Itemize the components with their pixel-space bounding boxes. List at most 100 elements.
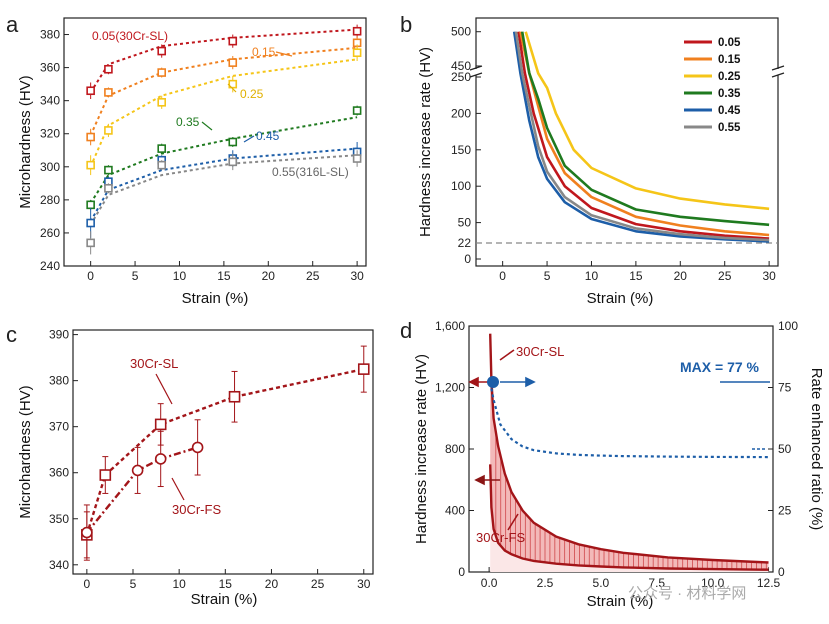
panel-a-ytick-label: 380: [40, 28, 60, 42]
panel-c-point: [154, 418, 167, 431]
panel-a-fit-line: [89, 154, 358, 226]
panel-a-fit-line: [89, 116, 358, 204]
panel-c-ytick-label: 340: [49, 558, 69, 572]
panel-b-curve: [517, 31, 770, 240]
panel-c-point: [81, 526, 93, 539]
panel-a-xtick-label: 25: [306, 269, 320, 283]
panel-b-xtick-label: 25: [718, 269, 732, 283]
panel-a-points: [86, 24, 362, 255]
panel-d-label-fs: 30Cr-FS: [476, 530, 525, 545]
panel-c-xlabel: Strain (%): [191, 591, 258, 608]
panel-b-ytick-label: 250: [451, 70, 471, 84]
panel-a-frame: [63, 17, 367, 267]
panel-b-curve: [512, 31, 770, 243]
panel-c-xtick-label: 30: [357, 577, 371, 591]
panel-d-ratio-curve: [489, 382, 769, 459]
panel-a-point: [86, 200, 95, 210]
panel-a-ylabel: Microhardness (HV): [17, 75, 34, 208]
panel-a-point: [104, 126, 113, 135]
panel-d-xtick-label: 5.0: [593, 576, 610, 590]
panel-c-fit-curves: [85, 367, 365, 536]
panel-d-y2tick-label: 25: [778, 504, 792, 518]
panel-b-curve: [520, 31, 770, 227]
panel-d-y2tick-label: 100: [778, 319, 798, 333]
panel-d-ytick-label: 0: [458, 565, 465, 579]
panel-c-point: [131, 464, 144, 477]
panel-c-xtick-label: 0: [84, 577, 91, 591]
panel-d-ylabel: Hardness increase rate (HV): [413, 354, 430, 544]
panel-b-ytick-label: 500: [451, 25, 471, 39]
panel-b-xtick-label: 5: [544, 269, 551, 283]
panel-d-curves: [489, 333, 769, 572]
panel-d-xtick-label: 7.5: [648, 576, 665, 590]
watermark: 公众号 · 材料学网: [628, 585, 746, 602]
panel-c-xtick-label: 20: [265, 577, 279, 591]
panel-a-point: [228, 137, 238, 147]
panel-b-curve: [524, 31, 770, 211]
panel-d-xtick-label: 0.0: [481, 576, 498, 590]
panel-d-xtick-label: 2.5: [537, 576, 554, 590]
panel-a-fit-line: [89, 46, 358, 136]
panel-a-ytick-label: 260: [40, 226, 60, 240]
panel-d-xtick-label: 12.5: [757, 576, 781, 590]
panel-d-y2tick-label: 50: [778, 442, 792, 456]
panel-a-point: [157, 98, 167, 107]
panel-a-point: [104, 165, 113, 175]
panel-d-ticks: 0.0 2.5 5.0 7.5 10.0 12.504008001,2001,600025…: [435, 319, 798, 590]
panel-a-point: [104, 183, 113, 193]
panel-c-ticks: 0 5 10 15 20 25 30 340 350 360 370 380 390: [49, 328, 371, 591]
panel-label-d: d: [400, 318, 412, 343]
panel-d-max-annotation: MAX = 77 %: [680, 359, 760, 375]
panel-b-ytick-label: 100: [451, 179, 471, 193]
panel-d-sl-curve: [489, 333, 769, 564]
panel-b-axis-break: [469, 65, 785, 78]
panel-a-ytick-label: 360: [40, 61, 60, 75]
panel-b-legend: 0.05 0.15 0.25 0.35 0.45 0.55: [684, 37, 741, 134]
panel-b-legend-label: 0.45: [718, 105, 741, 117]
panel-a-point: [104, 64, 113, 74]
panel-a-label-045: 0.45: [256, 129, 280, 143]
panel-a-label-055: 0.55(316L-SL): [272, 165, 349, 179]
panel-d-xtick-label: 10.0: [701, 576, 725, 590]
panel-a-point: [157, 46, 167, 56]
panel-c-ytick-label: 380: [49, 374, 69, 388]
panel-a-point: [228, 79, 238, 89]
panel-d-ytick-label: 400: [445, 504, 465, 518]
panel-d-chart: 0.0 2.5 5.0 7.5 10.0 12.504008001,2001,600025…: [413, 319, 825, 610]
panel-a-point: [352, 154, 362, 163]
panel-b-legend-label: 0.25: [718, 71, 741, 83]
panel-a-label-035: 0.35: [176, 115, 200, 129]
panel-b-frame: [475, 17, 779, 267]
panel-a-xtick-label: 15: [217, 269, 231, 283]
panel-d-arrows: [468, 349, 770, 531]
panel-b-ytick-label: 450: [451, 59, 471, 73]
panel-c-chart: 0 5 10 15 20 25 30 340 350 360 370 380 390 Strain (%…: [17, 328, 374, 608]
panel-a-fit-curves: [89, 28, 358, 226]
panel-a-point: [86, 132, 95, 142]
panel-a-ytick-label: 320: [40, 127, 60, 141]
panel-a-xtick-label: 5: [132, 269, 139, 283]
panel-d-ytick-label: 1,600: [435, 319, 465, 333]
panel-c-xtick-label: 5: [130, 577, 137, 591]
panel-c-point: [191, 441, 204, 454]
panel-a-label-arrows: [201, 51, 293, 143]
panel-b-xtick-label: 10: [585, 269, 599, 283]
panel-a-point: [228, 36, 238, 46]
panel-d-y2label: Rate enhanced ratio (%): [808, 368, 825, 531]
panel-a-ytick-label: 280: [40, 193, 60, 207]
panel-c-point: [154, 453, 167, 465]
panel-a-point: [157, 160, 167, 170]
panel-a-point: [352, 48, 362, 58]
panel-b-ytick-label: 0: [464, 252, 471, 266]
panel-d-ytick-label: 800: [445, 442, 465, 456]
panel-c-points: [81, 345, 370, 561]
panel-c-ytick-label: 370: [49, 420, 69, 434]
panel-b-xtick-label: 15: [629, 269, 643, 283]
panel-a-xtick-label: 0: [87, 269, 94, 283]
panel-a-xtick-label: 30: [350, 269, 364, 283]
panel-c-label-fs: 30Cr-FS: [172, 502, 221, 517]
panel-c-point: [99, 469, 112, 481]
panel-a-label-005: 0.05(30Cr-SL): [92, 29, 168, 43]
panel-a-point: [157, 144, 167, 153]
